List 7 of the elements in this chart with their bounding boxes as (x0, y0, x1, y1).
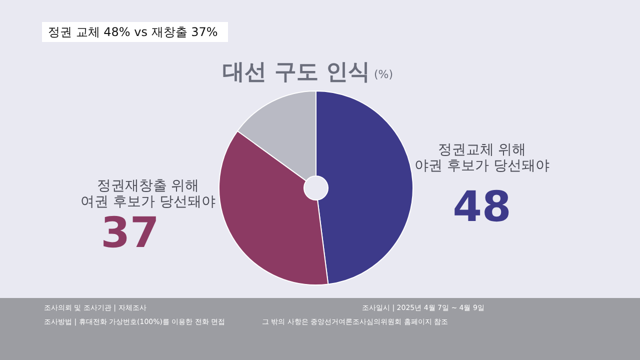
chart-title: 대선 구도 인식 (222, 60, 370, 85)
chart-subtitle: (%) (374, 68, 394, 81)
data-label: 37 (100, 208, 160, 257)
slice-label: 정권재창출 위해 여권 후보가 당선돼야 (80, 178, 216, 210)
text: 정권 교체 48% vs 재창출 37% (48, 25, 218, 39)
data-label: 48 (452, 182, 512, 231)
slice-label: 정권교체 위해 야권 후보가 당선돼야 (414, 142, 550, 174)
